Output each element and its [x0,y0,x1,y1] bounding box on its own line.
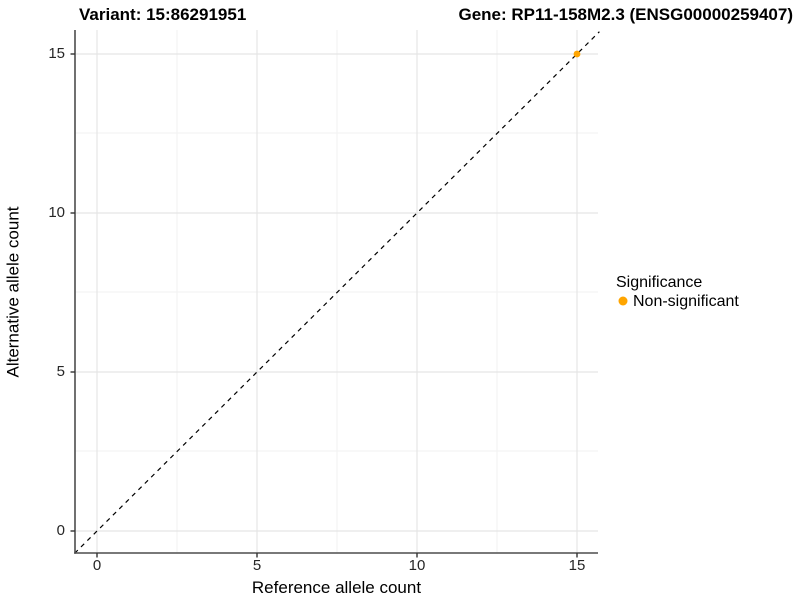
legend-entry-non-significant: Non-significant [633,293,739,310]
y-tick-label-10: 10 [48,204,65,221]
x-tick-label-10: 10 [408,557,426,574]
x-tick-label-5: 5 [252,557,262,574]
y-axis-title-text: Alternative allele count [4,205,24,378]
x-tick-label-15: 15 [568,557,586,574]
grid-major [75,30,598,553]
data-point [573,50,581,58]
variant-title: Variant: 15:86291951 [79,5,247,24]
legend-marker-icon [618,296,628,306]
y-axis-title: Alternative allele count [2,30,26,553]
x-tick-label-0: 0 [92,557,102,574]
y-tick-label-0: 0 [56,522,65,539]
axis-tick-marks [70,53,578,558]
axis-lines [74,30,598,554]
y-tick-label-5: 5 [56,363,65,380]
identity-dashed-line [74,31,600,554]
legend-title: Significance [616,274,703,291]
x-axis-title: Reference allele count [251,578,422,597]
y-tick-label-15: 15 [48,45,65,62]
gene-title: Gene: RP11-158M2.3 (ENSG00000259407) [458,5,793,24]
grid-minor [75,30,598,553]
